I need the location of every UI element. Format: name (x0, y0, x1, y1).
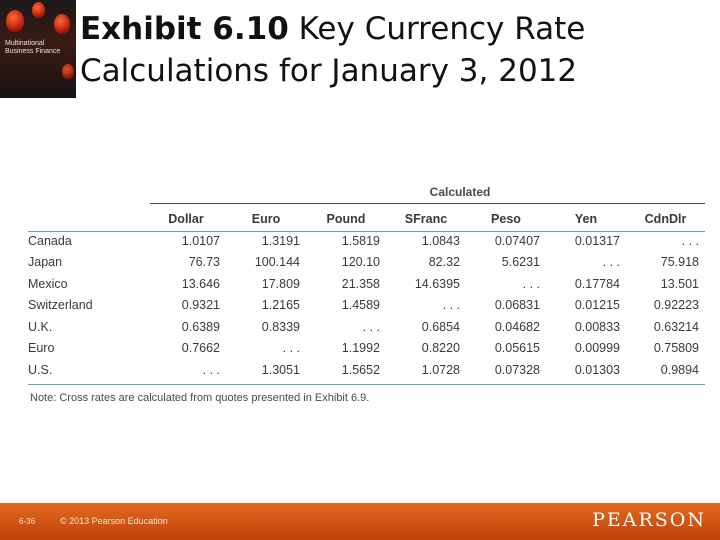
rate-cell: 0.06831 (494, 298, 540, 313)
slide-title-text: Key Currency Rate Calculations for Janua… (80, 11, 586, 89)
rate-cell: 0.01317 (574, 233, 620, 248)
table-header-row: Dollar Euro Pound SFranc Peso Yen CdnDlr (28, 208, 705, 230)
row-label: Mexico (28, 276, 68, 291)
rate-cell: 21.358 (341, 276, 380, 291)
rate-cell: 17.809 (261, 276, 300, 291)
column-header: CdnDlr (644, 212, 687, 226)
slide-title-exhibit: Exhibit 6.10 (80, 11, 289, 47)
row-label: Euro (28, 341, 55, 356)
rate-cell: 0.8220 (421, 341, 460, 356)
row-label-header (28, 208, 146, 230)
rate-cell: . . . (681, 233, 699, 248)
rate-cell: . . . (522, 276, 540, 291)
rate-cell: 0.6854 (421, 319, 460, 334)
rate-cell: 75.918 (660, 255, 699, 270)
rate-cell: . . . (602, 255, 620, 270)
footer-divider (28, 384, 705, 385)
rate-cell: 1.0728 (421, 362, 460, 377)
rate-cell: 76.73 (188, 255, 220, 270)
rate-cell: 0.04682 (494, 319, 540, 334)
rate-cell: 1.4589 (341, 298, 380, 313)
rate-cell: 1.5819 (341, 233, 380, 248)
slide-footer: 6-36 © 2013 Pearson Education PEARSON (0, 503, 720, 540)
column-header: Peso (491, 212, 521, 226)
rate-cell: 0.00833 (574, 319, 620, 334)
rate-cell: . . . (282, 341, 300, 356)
rate-cell: 0.6389 (181, 319, 220, 334)
rate-cell: 5.6231 (501, 255, 540, 270)
table-row: Japan 76.73 100.144 120.10 82.32 5.6231 . . . 7… (28, 252, 705, 274)
rate-cell: 0.7662 (181, 341, 220, 356)
table-row: Mexico 13.646 17.809 21.358 14.6395 . . . 0.17… (28, 273, 705, 295)
group-header-rule (150, 203, 705, 204)
lantern-icon (6, 10, 24, 32)
rate-cell: 0.17784 (574, 276, 620, 291)
rate-cell: 1.5652 (341, 362, 380, 377)
table-row: Canada 1.0107 1.3191 1.5819 1.0843 0.07407 0.0… (28, 230, 705, 252)
rate-cell: . . . (202, 362, 220, 377)
lantern-icon (54, 14, 70, 34)
rate-cell: 0.01215 (574, 298, 620, 313)
table-row: U.S. . . . 1.3051 1.5652 1.0728 0.07328 0.0130… (28, 359, 705, 381)
rate-cell: 100.144 (254, 255, 300, 270)
cross-rates-table: Dollar Euro Pound SFranc Peso Yen CdnDlr… (28, 208, 705, 381)
lantern-icon (32, 2, 45, 18)
cover-title: Multinational Business Finance (5, 40, 61, 55)
rate-cell: 0.07328 (494, 362, 540, 377)
rate-cell: 13.646 (181, 276, 220, 291)
rate-cell: 0.01303 (574, 362, 620, 377)
rate-cell: 0.9894 (660, 362, 699, 377)
rate-cell: 0.05615 (494, 341, 540, 356)
column-header: Euro (251, 212, 281, 226)
rate-cell: 82.32 (428, 255, 460, 270)
table-row: U.K. 0.6389 0.8339 . . . 0.6854 0.04682 0.0083… (28, 316, 705, 338)
table-row: Euro 0.7662 . . . 1.1992 0.8220 0.05615 0.0099… (28, 338, 705, 360)
column-header: Yen (574, 212, 598, 226)
rate-cell: 0.00999 (574, 341, 620, 356)
slide-number: 6-36 (19, 517, 36, 526)
rate-cell: 1.1992 (341, 341, 380, 356)
pearson-logo: PEARSON (592, 509, 706, 531)
rate-cell: 0.8339 (261, 319, 300, 334)
rate-cell: 1.0843 (421, 233, 460, 248)
rate-cell: . . . (362, 319, 380, 334)
rate-cell: 120.10 (341, 255, 380, 270)
column-header: Pound (326, 212, 366, 226)
rate-cell: 1.3051 (261, 362, 300, 377)
rate-cell: 0.75809 (653, 341, 699, 356)
lantern-icon (62, 64, 74, 79)
rate-cell: 0.07407 (494, 233, 540, 248)
calculated-group-header: Calculated (429, 185, 491, 199)
rate-cell: 0.63214 (653, 319, 699, 334)
row-label: U.K. (28, 319, 53, 334)
rate-cell: 1.2165 (261, 298, 300, 313)
row-label: Switzerland (28, 298, 93, 313)
rate-cell: 1.3191 (261, 233, 300, 248)
rate-cell: 14.6395 (414, 276, 460, 291)
book-cover-image: Multinational Business Finance (0, 0, 76, 98)
row-label: Japan (28, 255, 63, 270)
rate-cell: 0.9321 (181, 298, 220, 313)
row-label: Canada (28, 233, 72, 248)
rate-cell: 0.92223 (653, 298, 699, 313)
row-label: U.S. (28, 362, 53, 377)
table-row: Switzerland 0.9321 1.2165 1.4589 . . . 0.0683… (28, 295, 705, 317)
rate-cell: 13.501 (660, 276, 699, 291)
slide-title: Exhibit 6.10 Key Currency Rate Calculati… (80, 8, 710, 92)
column-header: Dollar (168, 212, 204, 226)
rate-cell: 1.0107 (181, 233, 220, 248)
column-header: SFranc (404, 212, 448, 226)
header-divider (28, 231, 705, 232)
table-note: Note: Cross rates are calculated from qu… (30, 392, 370, 404)
copyright-text: © 2013 Pearson Education (60, 516, 168, 526)
rate-cell: . . . (442, 298, 460, 313)
